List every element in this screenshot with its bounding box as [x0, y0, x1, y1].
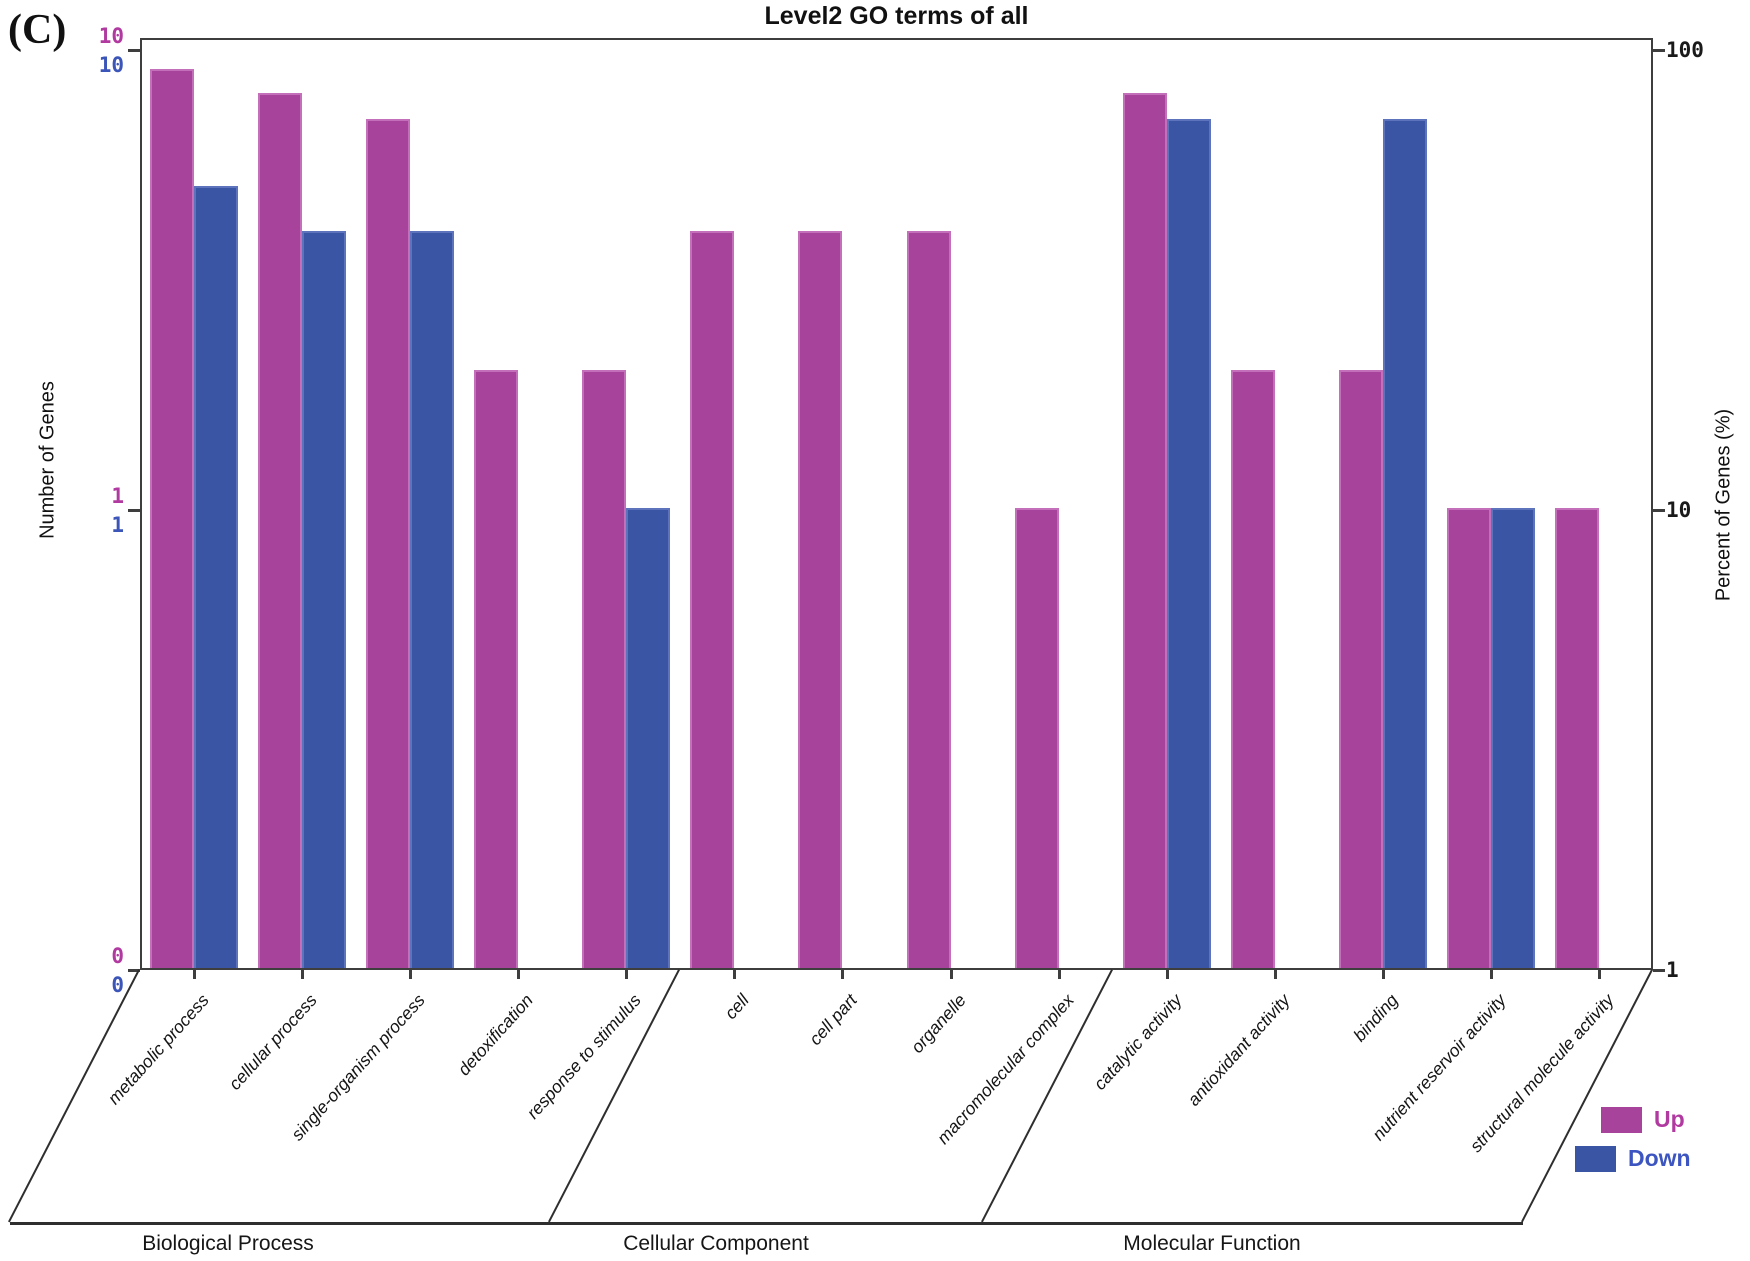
left-tick-label-down: 0 [111, 973, 124, 997]
x-axis-tick [193, 970, 197, 979]
x-axis-tick [409, 970, 413, 979]
bar-down-nutrient-reservoir-activity [1490, 508, 1535, 968]
legend-label-down: Down [1628, 1145, 1691, 1171]
x-axis-tick [733, 970, 737, 979]
left-axis-tick [128, 49, 140, 52]
right-tick-label: 100 [1666, 38, 1704, 62]
y-axis-label-right: Percent of Genes (%) [1712, 408, 1735, 602]
bar-up-antioxidant-activity [1230, 369, 1275, 968]
bar-up-catalytic-activity [1122, 92, 1167, 968]
x-axis-tick [1597, 970, 1601, 979]
group-label-cellular-component: Cellular Component [623, 1232, 809, 1255]
left-axis-tick [128, 509, 140, 512]
right-tick-label: 10 [1666, 498, 1692, 522]
bar-up-metabolic-process [150, 69, 195, 968]
legend-item-up: Up [1601, 1106, 1685, 1133]
bar-up-cell [690, 231, 735, 968]
x-axis-tick [1489, 970, 1493, 979]
legend-item-down: Down [1575, 1145, 1691, 1172]
x-axis-tick [949, 970, 953, 979]
left-tick-label-up: 0 [111, 944, 124, 968]
group-label-biological-process: Biological Process [142, 1232, 314, 1255]
right-axis-tick [1653, 509, 1665, 512]
bar-down-single-organism-process [410, 231, 455, 968]
bar-down-catalytic-activity [1166, 119, 1211, 968]
x-axis-tick [1165, 970, 1169, 979]
bar-up-macromolecular-complex [1014, 508, 1059, 968]
bar-down-binding [1382, 119, 1427, 968]
bar-down-response-to-stimulus [626, 508, 671, 968]
right-axis-tick [1653, 49, 1665, 52]
x-axis-tick [1273, 970, 1277, 979]
bar-up-binding [1338, 369, 1383, 968]
left-tick-label-up: 10 [98, 24, 124, 48]
bar-down-cellular-process [302, 231, 347, 968]
bar-up-cellular-process [258, 92, 303, 968]
x-axis-tick [1057, 970, 1061, 979]
bar-up-cell-part [798, 231, 843, 968]
right-axis-tick [1653, 969, 1665, 972]
plot-area [140, 38, 1653, 970]
x-axis-tick [625, 970, 629, 979]
group-label-molecular-function: Molecular Function [1123, 1232, 1301, 1255]
right-tick-label: 1 [1666, 958, 1679, 982]
bar-up-nutrient-reservoir-activity [1446, 508, 1491, 968]
bar-down-metabolic-process [194, 186, 239, 968]
bar-up-organelle [906, 231, 951, 968]
left-axis-tick [128, 969, 140, 972]
bar-up-structural-molecule-activity [1554, 508, 1599, 968]
left-tick-label-down: 10 [98, 53, 124, 77]
x-axis-tick [841, 970, 845, 979]
legend-swatch-down [1575, 1145, 1616, 1172]
chart-title: Level2 GO terms of all [764, 2, 1029, 30]
group-baseline [10, 1222, 1523, 1225]
legend-label-up: Up [1654, 1106, 1685, 1132]
x-axis-tick [1381, 970, 1385, 979]
x-axis-tick [301, 970, 305, 979]
y-axis-label-left: Number of Genes [36, 381, 59, 539]
bar-up-response-to-stimulus [582, 369, 627, 968]
left-tick-label-up: 1 [111, 484, 124, 508]
bar-up-detoxification [474, 369, 519, 968]
left-tick-label-down: 1 [111, 513, 124, 537]
bar-up-single-organism-process [366, 119, 411, 968]
legend-swatch-up [1601, 1106, 1642, 1133]
x-axis-tick [517, 970, 521, 979]
panel-label: (C) [8, 7, 67, 53]
